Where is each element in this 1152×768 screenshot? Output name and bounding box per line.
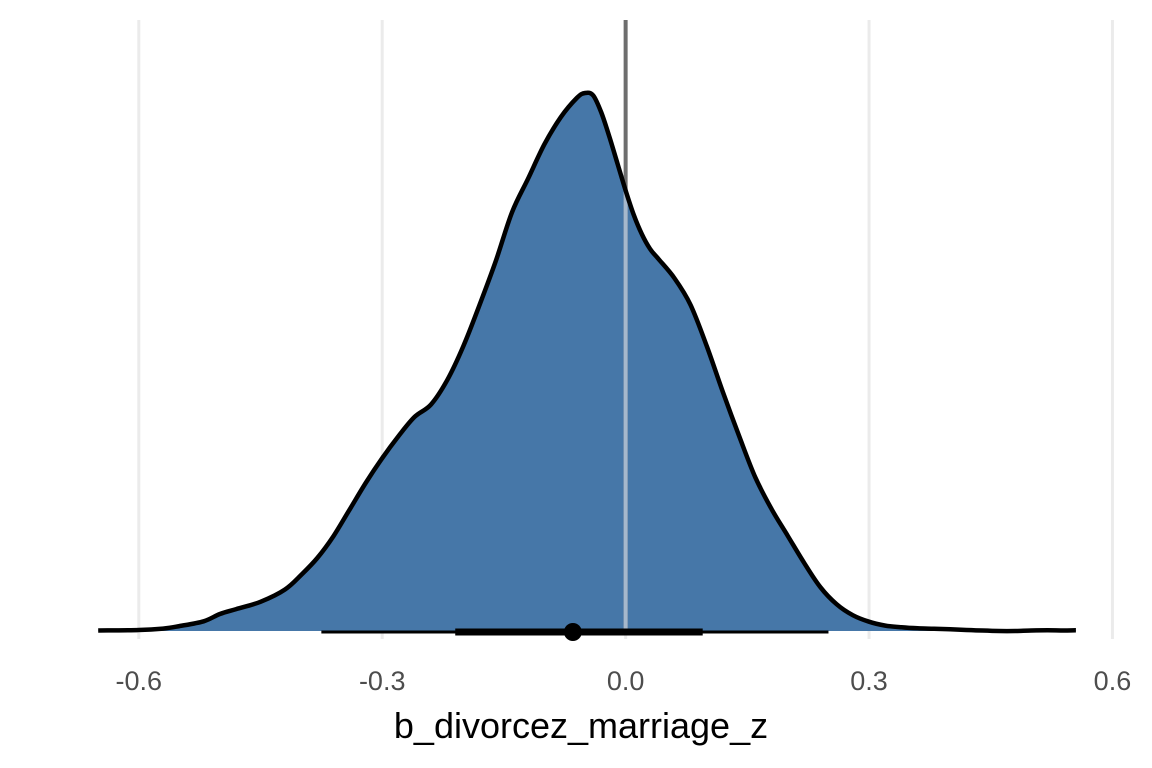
density-outline (98, 90, 1076, 634)
tick-label-0.0: 0.0 (607, 666, 645, 696)
tick-label--0.6: -0.6 (116, 666, 163, 696)
x-axis-title: b_divorcez_marriage_z (394, 705, 768, 746)
x-axis-tick-labels: -0.6 -0.3 0.0 0.3 0.6 (116, 666, 1132, 696)
tick-label--0.3: -0.3 (359, 666, 406, 696)
density-area (98, 92, 1076, 632)
tick-label-0.6: 0.6 (1094, 666, 1132, 696)
tick-label-0.3: 0.3 (850, 666, 888, 696)
point-estimate-dot (563, 623, 582, 641)
